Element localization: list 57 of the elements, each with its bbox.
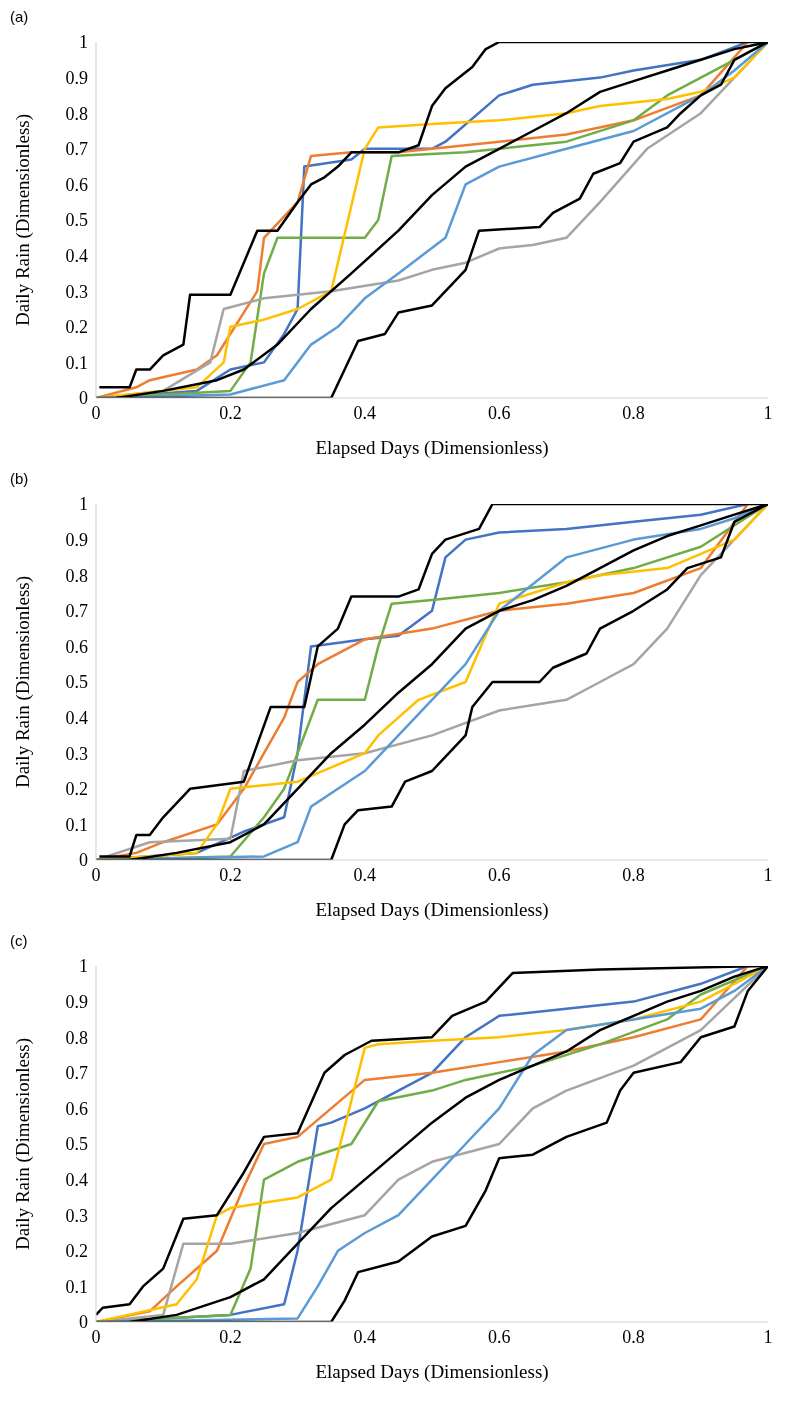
x-tick-label: 0.6 (487, 1326, 511, 1347)
x-tick-label: 0.8 (622, 402, 645, 423)
y-tick-label: 0 (79, 1312, 88, 1333)
x-tick-label: 1 (763, 864, 773, 885)
y-tick-label: 0.7 (65, 601, 88, 622)
y-tick-label: 1 (79, 956, 88, 977)
x-axis-title: Elapsed Days (Dimensionless) (315, 437, 549, 459)
y-tick-label: 0.8 (65, 1027, 88, 1048)
x-tick-label: 0.2 (219, 864, 242, 885)
x-axis-title: Elapsed Days (Dimensionless) (315, 899, 549, 921)
x-tick-label: 0.4 (353, 864, 377, 885)
x-tick-label: 0.8 (622, 864, 645, 885)
y-axis-title: Daily Rain (Dimensionless) (11, 575, 34, 789)
chart-title: (a) (9, 8, 30, 27)
y-tick-label: 0.3 (65, 743, 88, 764)
y-tick-label: 0.6 (65, 174, 88, 195)
x-tick-label: 0.2 (219, 402, 242, 423)
y-tick-label: 0.2 (65, 1241, 88, 1262)
y-tick-label: 0.7 (65, 139, 88, 160)
x-tick-label: 0.8 (622, 1326, 645, 1347)
chart-title: (b) (9, 470, 30, 489)
y-tick-label: 0.3 (65, 1205, 88, 1226)
y-tick-label: 0 (79, 388, 88, 409)
x-tick-label: 0.6 (487, 864, 511, 885)
x-tick-label: 1 (763, 1326, 773, 1347)
y-tick-label: 0.1 (65, 352, 88, 373)
y-tick-label: 0.5 (65, 210, 88, 231)
y-tick-label: 1 (79, 494, 88, 515)
y-tick-label: 0.7 (65, 1063, 88, 1084)
x-tick-label: 1 (763, 402, 773, 423)
y-tick-label: 0.2 (65, 317, 88, 338)
y-tick-label: 0.8 (65, 103, 88, 124)
x-axis-title: Elapsed Days (Dimensionless) (315, 1361, 549, 1383)
x-tick-label: 0.4 (353, 402, 377, 423)
y-tick-label: 1 (79, 32, 88, 53)
y-tick-label: 0.9 (65, 67, 88, 88)
x-tick-label: 0.2 (219, 1326, 242, 1347)
y-tick-label: 0.5 (65, 1134, 88, 1155)
y-tick-label: 0.6 (65, 636, 88, 657)
chart-title: (c) (9, 932, 29, 951)
y-tick-label: 0.4 (65, 1169, 88, 1190)
y-tick-label: 0.5 (65, 672, 88, 693)
y-tick-label: 0.4 (65, 245, 88, 266)
y-axis-title: Daily Rain (Dimensionless) (11, 1037, 34, 1251)
y-tick-label: 0.9 (65, 529, 88, 550)
y-tick-label: 0.6 (65, 1098, 88, 1119)
y-tick-label: 0.1 (65, 814, 88, 835)
y-tick-label: 0 (79, 850, 88, 871)
y-tick-label: 0.1 (65, 1276, 88, 1297)
y-tick-label: 0.4 (65, 707, 88, 728)
y-axis-title: Daily Rain (Dimensionless) (11, 113, 34, 327)
y-tick-label: 0.9 (65, 991, 88, 1012)
y-tick-label: 0.8 (65, 565, 88, 586)
y-tick-label: 0.3 (65, 281, 88, 302)
x-tick-label: 0.6 (487, 402, 511, 423)
y-tick-label: 0.2 (65, 779, 88, 800)
x-tick-label: 0.4 (353, 1326, 377, 1347)
